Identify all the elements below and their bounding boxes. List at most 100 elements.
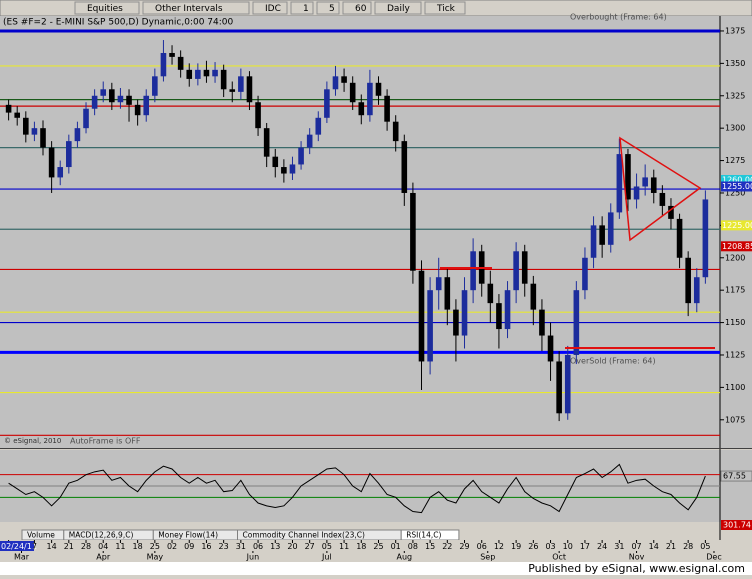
x-tick-label: 27 (305, 542, 315, 551)
candle-body (57, 167, 64, 178)
candle-body (31, 128, 38, 135)
toolbar-button[interactable] (74, 1, 140, 15)
y-tick-label: 1200 (725, 253, 745, 262)
x-tick-label: 03 (545, 542, 555, 551)
candle-body (160, 52, 167, 77)
candle-body (186, 69, 193, 79)
tab-label: RSI(14,C) (406, 531, 441, 540)
candle-body (625, 154, 631, 200)
candle-body (642, 177, 648, 187)
chart-title: (ES #F=2 - E-MINI S&P 500,D) Dynamic,0:0… (3, 18, 234, 28)
candle-body (332, 76, 339, 90)
candle-body (152, 76, 158, 96)
annotation: OverSold (Frame: 64) (570, 357, 656, 366)
candle-body (23, 117, 29, 135)
month-label: Aug (396, 553, 412, 562)
candle-body (616, 154, 623, 213)
candle-body (349, 82, 356, 103)
candle-body (392, 121, 399, 142)
price-marker-label: 1208.85 (722, 242, 752, 251)
toolbar-button[interactable] (252, 1, 288, 15)
y-tick-label: 1100 (725, 383, 745, 392)
candle-body (693, 277, 700, 304)
candle-body (573, 290, 580, 355)
footer-bg (0, 562, 752, 575)
candle-body (539, 309, 545, 336)
price-marker (721, 220, 752, 231)
toolbar-label: Equities (87, 4, 123, 14)
x-tick-label: 11 (339, 542, 349, 551)
tab-label: Volume (27, 531, 55, 540)
x-tick-label: 26 (528, 542, 538, 551)
price-marker (721, 241, 752, 252)
candles (5, 40, 709, 422)
y-tick-label: 1350 (725, 59, 745, 68)
candle-body (556, 361, 562, 414)
y-tick-label: 1250 (725, 188, 745, 197)
x-tick-label: 08 (408, 542, 418, 551)
x-tick-label: 28 (683, 542, 693, 551)
x-tick-label: 17 (580, 542, 590, 551)
tab-label: MACD(12,26,9,C) (69, 531, 134, 540)
candle-body (410, 192, 416, 271)
y-tick-label: 1175 (725, 286, 745, 295)
toolbar-button[interactable] (374, 1, 422, 15)
y-tick-label: 1275 (725, 156, 745, 165)
x-tick-label: 16 (201, 542, 211, 551)
x-tick-label: 25 (150, 542, 160, 551)
candle-body (590, 225, 597, 258)
toolbar-button[interactable] (290, 1, 314, 15)
candle-body (461, 290, 468, 336)
y-tick-label: 1325 (725, 91, 745, 100)
candle-body (263, 128, 270, 157)
y-tick-label: 1375 (725, 26, 745, 35)
x-tick-label: 22 (442, 542, 452, 551)
candle-body (676, 218, 683, 258)
month-label: Jun (246, 553, 260, 562)
month-label: Apr (96, 553, 111, 562)
month-label: Jul (321, 553, 332, 562)
x-tick-label: 19 (511, 542, 521, 551)
candle-body (547, 335, 554, 362)
candle-body (195, 69, 201, 79)
candle-body (255, 102, 261, 129)
toolbar-button[interactable] (424, 1, 466, 15)
candle-body (521, 251, 528, 284)
month-label: May (147, 553, 164, 562)
candle-body (169, 52, 175, 57)
candle-body (650, 177, 657, 193)
x-tick-label: 18 (356, 542, 366, 551)
price-marker-label: 1260.00 (722, 176, 752, 185)
candle-body (496, 303, 502, 330)
x-tick-label: 05 (322, 542, 332, 551)
month-label: Mar (14, 553, 30, 562)
x-tick-label: 02/24/11 (1, 542, 37, 551)
candle-body (315, 117, 322, 135)
copyright: © eSignal, 2010 (4, 437, 61, 445)
footer: Published by eSignal, www.esignal.com (528, 562, 745, 575)
candle-body (298, 147, 304, 165)
toolbar-label: Daily (387, 4, 410, 14)
candle-body (66, 141, 72, 168)
candle-body (109, 89, 115, 103)
triangle-pattern (619, 136, 702, 242)
toolbar-label: Tick (436, 4, 456, 14)
toolbar-button[interactable] (142, 1, 250, 15)
x-tick-label: 15 (425, 542, 435, 551)
x-tick-label: 29 (459, 542, 469, 551)
candle-body (418, 270, 425, 362)
candle-body (281, 167, 287, 174)
candle-body (513, 251, 519, 291)
toolbar-button[interactable] (316, 1, 340, 15)
x-tick-label: 06 (253, 542, 263, 551)
x-tick-label: 23 (219, 542, 229, 551)
toolbar-button[interactable] (342, 1, 372, 15)
x-tick-label: 06 (477, 542, 487, 551)
current-label: 67.55 (723, 472, 746, 481)
annotation: Overbought (Frame: 64) (570, 13, 667, 22)
y-tick-label: 1150 (725, 318, 745, 327)
tabs: Volume MACD(12,26,9,C) Money Flow(14) Commo… (21, 529, 460, 541)
x-tick-label: 02 (167, 542, 177, 551)
tab-label: Money Flow(14) (158, 531, 218, 540)
y-tick-label: 1300 (725, 124, 745, 133)
